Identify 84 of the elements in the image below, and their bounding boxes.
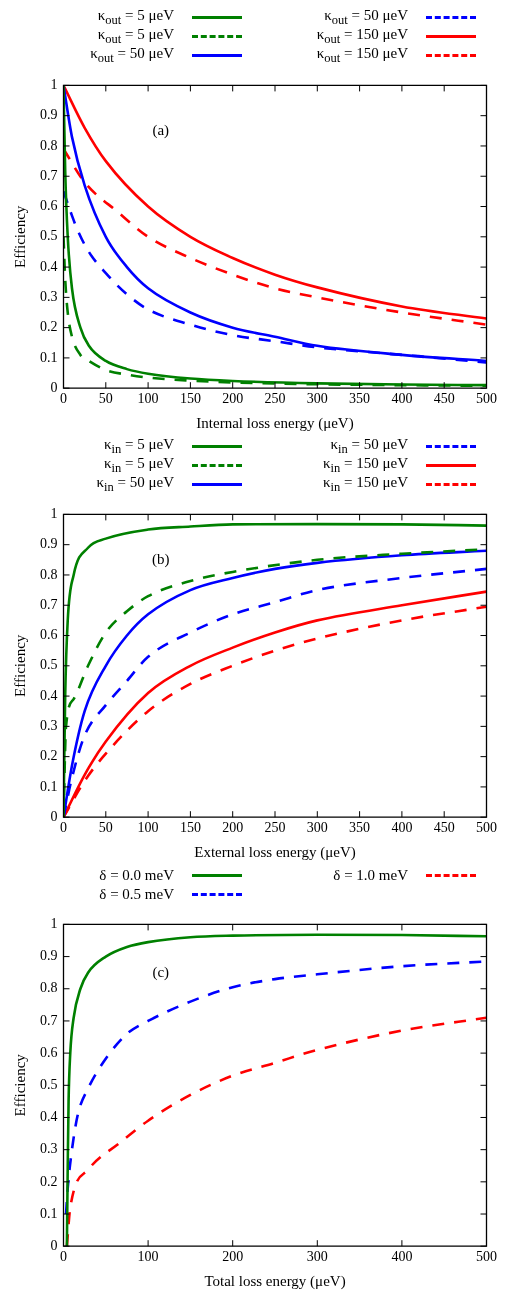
y-tick-label: 0.1 — [40, 1205, 58, 1221]
legend-label: κ$_{in}$ = 50 μeV — [330, 435, 408, 456]
x-axis-title: Internal loss energy (μeV) — [196, 414, 354, 432]
legend-label: κ$_{in}$ = 150 μeV — [322, 473, 408, 495]
y-tick-label: 1 — [50, 916, 58, 932]
legend-label: κ$_{in}$ = 5 μeV — [103, 454, 174, 475]
x-tick-label: 400 — [391, 1249, 413, 1265]
y-tick-label: 0.9 — [40, 536, 58, 552]
x-tick-label: 200 — [222, 391, 244, 407]
x-tick-label: 200 — [222, 820, 244, 836]
legend-label: κ$_{out}$ = 150 μeV — [316, 44, 408, 66]
y-tick-label: 0.1 — [40, 349, 58, 365]
y-tick-label: 0.9 — [40, 948, 58, 964]
x-tick-label: 300 — [306, 391, 328, 407]
x-tick-label: 500 — [476, 820, 497, 836]
y-tick-label: 1 — [50, 77, 58, 93]
y-tick-label: 0.2 — [40, 748, 58, 764]
x-tick-label: 250 — [264, 391, 286, 407]
y-tick-label: 0.7 — [40, 596, 58, 612]
y-tick-label: 0.8 — [40, 980, 58, 996]
y-tick-label: 0 — [50, 379, 58, 395]
x-tick-label: 150 — [179, 391, 201, 407]
y-tick-label: 0.4 — [40, 258, 58, 274]
y-tick-label: 0.1 — [40, 778, 58, 794]
y-tick-label: 0.3 — [40, 718, 58, 734]
x-tick-label: 300 — [306, 820, 328, 836]
y-tick-label: 0.4 — [40, 1109, 58, 1125]
y-tick-label: 0.9 — [40, 107, 58, 123]
y-tick-label: 0.2 — [40, 1173, 58, 1189]
y-tick-label: 0.5 — [40, 1076, 58, 1092]
x-tick-label: 200 — [222, 1249, 244, 1265]
legend-label: κ$_{in}$ = 5 μeV — [103, 435, 174, 456]
x-tick-label: 50 — [98, 391, 113, 407]
y-tick-label: 0.6 — [40, 1044, 58, 1060]
x-tick-label: 400 — [391, 391, 413, 407]
y-tick-label: 0.3 — [40, 1141, 58, 1157]
x-tick-label: 300 — [306, 1249, 328, 1265]
x-tick-label: 450 — [433, 820, 455, 836]
x-tick-label: 350 — [349, 391, 371, 407]
x-tick-label: 500 — [476, 391, 497, 407]
y-tick-label: 0.8 — [40, 566, 58, 582]
y-axis-title: Efficiency — [11, 205, 28, 268]
annotation: (b) — [152, 550, 170, 568]
x-axis-title: External loss energy (μeV) — [194, 843, 356, 861]
y-axis-title: Efficiency — [11, 1053, 28, 1117]
x-tick-label: 350 — [349, 820, 371, 836]
y-tick-label: 0.5 — [40, 657, 58, 673]
legend-label: κ$_{in}$ = 50 μeV — [96, 473, 174, 495]
legend-label: δ = 0.5 meV — [99, 886, 174, 902]
annotation: (c) — [152, 963, 170, 981]
annotation: (a) — [152, 121, 170, 139]
y-tick-label: 0.4 — [40, 687, 58, 703]
y-tick-label: 0 — [50, 808, 58, 824]
y-tick-label: 0.2 — [40, 319, 58, 335]
y-axis-title: Efficiency — [11, 634, 28, 697]
legend-label: κ$_{out}$ = 5 μeV — [97, 25, 174, 46]
y-tick-label: 0.7 — [40, 167, 58, 183]
y-tick-label: 0.5 — [40, 228, 58, 244]
y-tick-label: 0.8 — [40, 137, 58, 153]
x-tick-label: 500 — [476, 1249, 497, 1265]
legend-label: κ$_{in}$ = 150 μeV — [322, 454, 408, 475]
x-tick-label: 100 — [137, 820, 159, 836]
y-tick-label: 0.6 — [40, 627, 58, 643]
y-tick-label: 0.6 — [40, 198, 58, 214]
x-tick-label: 400 — [391, 820, 413, 836]
legend-label: κ$_{out}$ = 5 μeV — [97, 6, 174, 27]
legend-label: κ$_{out}$ = 150 μeV — [316, 25, 408, 46]
legend-label: δ = 1.0 meV — [333, 867, 408, 883]
x-tick-label: 450 — [433, 391, 455, 407]
y-tick-label: 0.3 — [40, 289, 58, 305]
legend-label: κ$_{out}$ = 50 μeV — [90, 44, 174, 66]
y-tick-label: 0 — [50, 1237, 58, 1253]
line-series — [63, 85, 487, 320]
x-tick-label: 150 — [179, 820, 201, 836]
line-series — [65, 933, 487, 1247]
x-axis-title: Total loss energy (μeV) — [204, 1272, 346, 1290]
x-tick-label: 100 — [137, 1249, 159, 1265]
y-tick-label: 0.7 — [40, 1012, 58, 1028]
legend-label: δ = 0.0 meV — [99, 867, 174, 883]
x-tick-label: 50 — [98, 820, 113, 836]
x-tick-label: 250 — [264, 820, 286, 836]
legend-label: κ$_{out}$ = 50 μeV — [324, 6, 408, 27]
y-tick-label: 1 — [50, 506, 58, 522]
x-tick-label: 100 — [137, 391, 159, 407]
